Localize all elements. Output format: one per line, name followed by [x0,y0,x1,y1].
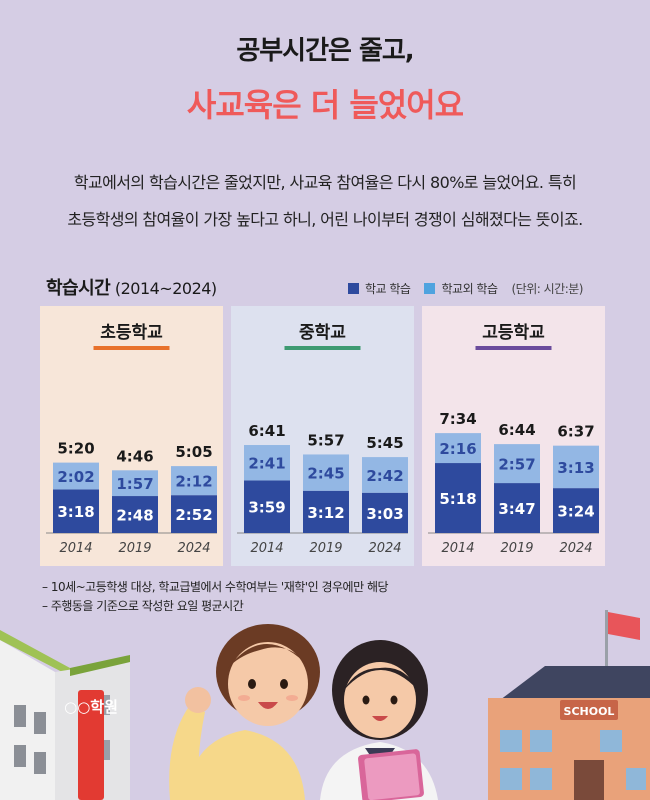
legend-swatch-school [348,283,359,294]
bar-school-2-2 [553,488,599,533]
tick-0-1: 2019 [118,541,151,556]
description-line1: 학교에서의 학습시간은 줄었지만, 사교육 참여율은 다시 80%로 늘었어요.… [73,173,577,192]
label-school-2-2: 3:24 [557,503,594,521]
label-outside-0-2: 2:12 [175,473,212,491]
label-total-1-0: 6:41 [248,422,285,440]
legend: 학교 학습 학교외 학습 (단위: 시간:분) [348,280,583,297]
label-school-0-1: 2:48 [116,507,153,525]
bar-outside-1-2 [362,457,408,493]
legend-swatch-outside [424,283,436,294]
label-school-1-0: 3:59 [248,499,285,517]
legend-unit: (단위: 시간:분) [511,282,584,296]
label-outside-2-1: 2:57 [498,456,535,474]
panel-title-1: 중학교 [299,323,346,343]
bar-school-0-2 [171,495,217,533]
tick-1-1: 2019 [309,541,342,556]
bar-outside-2-0 [435,433,481,464]
panel-title-0: 초등학교 [100,323,163,343]
label-total-2-0: 7:34 [439,410,476,428]
label-outside-2-2: 3:13 [557,459,594,477]
legend-label-outside: 학교외 학습 [441,282,498,296]
label-outside-0-0: 2:02 [57,468,94,486]
label-school-0-0: 3:18 [57,503,94,521]
footnotes: – 10세~고등학생 대상, 학교급별에서 수학여부는 '재학'인 경우에만 해… [42,578,389,616]
label-total-1-2: 5:45 [366,434,403,452]
label-total-2-2: 6:37 [557,423,594,441]
academy-building: ○○학원 [0,630,130,800]
bar-outside-2-2 [553,445,599,489]
bar-outside-0-1 [112,470,158,497]
stacked-bar-chart: 초등학교 3:18 2:02 5:20 2014 2:48 1:57 4:46 2019 2:52… [40,306,605,566]
bar-school-1-0 [244,480,290,533]
headline-line2: 사교육은 더 늘었어요 [186,86,464,124]
panel-title-underline-1 [284,346,361,350]
label-outside-0-1: 1:57 [116,475,153,493]
tick-0-2: 2024 [177,541,210,556]
chart-title-main: 학습시간 [46,278,111,299]
label-total-1-1: 5:57 [307,431,344,449]
chart-title: 학습시간 (2014~2024) [46,274,217,300]
panel-title-2: 고등학교 [482,323,545,343]
bar-outside-1-0 [244,445,290,481]
label-outside-1-1: 2:45 [307,465,344,483]
chart-title-sub: (2014~2024) [110,279,217,298]
bar-school-0-0 [53,489,99,533]
label-total-0-1: 4:46 [116,447,153,465]
flag [608,612,640,640]
label-outside-2-0: 2:16 [439,440,476,458]
tick-2-1: 2019 [500,541,533,556]
label-school-0-2: 2:52 [175,506,212,524]
legend-item-school: 학교 학습 [348,280,411,297]
school-building: SCHOOL [488,610,650,800]
description-line2: 초등학생의 참여율이 가장 높다고 하니, 어린 나이부터 경쟁이 심해졌다는 … [67,210,583,229]
footnote-1: – 10세~고등학생 대상, 학교급별에서 수학여부는 '재학'인 경우에만 해… [42,580,389,594]
tick-2-0: 2014 [441,541,474,556]
academy-sign [78,690,104,800]
footnote-2: – 주행동을 기준으로 작성한 요일 평균시간 [42,599,244,613]
tick-2-2: 2024 [559,541,592,556]
tick-0-0: 2014 [59,541,92,556]
label-outside-1-2: 2:42 [366,467,403,485]
label-total-2-1: 6:44 [498,421,535,439]
legend-label-school: 학교 학습 [365,282,411,296]
label-school-1-1: 3:12 [307,504,344,522]
bar-school-2-0 [435,463,481,533]
label-total-0-0: 5:20 [57,440,94,458]
tick-1-0: 2014 [250,541,283,556]
panel-title-underline-0 [93,346,170,350]
tick-1-2: 2024 [368,541,401,556]
label-outside-1-0: 2:41 [248,455,285,473]
student-girl-left [169,624,320,800]
academy-sign-text: ○○학원 [64,698,118,716]
bar-outside-0-2 [171,466,217,496]
bar-school-1-2 [362,492,408,533]
bar-school-2-1 [494,483,540,533]
panel-title-underline-2 [475,346,552,350]
bar-outside-0-0 [53,462,99,490]
label-school-1-2: 3:03 [366,505,403,523]
headline-line1: 공부시간은 줄고, [236,36,414,66]
description: 학교에서의 학습시간은 줄었지만, 사교육 참여율은 다시 80%로 늘었어요.… [20,164,630,238]
bar-school-1-1 [303,490,349,533]
bar-school-0-1 [112,496,158,533]
legend-item-outside: 학교외 학습 [424,280,498,297]
label-total-0-2: 5:05 [175,443,212,461]
bar-outside-2-1 [494,444,540,484]
bar-outside-1-1 [303,454,349,491]
illustration: ○○학원 SCHOOL [0,610,650,800]
school-sign-text: SCHOOL [564,705,615,718]
student-girl-right [320,640,438,800]
label-school-2-1: 3:47 [498,500,535,518]
raised-fist [185,687,211,713]
label-school-2-0: 5:18 [439,490,476,508]
